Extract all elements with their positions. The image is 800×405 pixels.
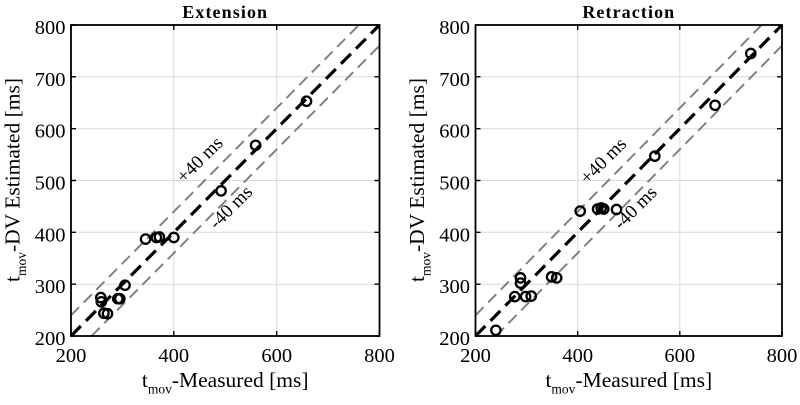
svg-text:800: 800 [767, 345, 798, 367]
svg-text:500: 500 [35, 173, 66, 195]
svg-text:400: 400 [439, 224, 470, 246]
svg-text:500: 500 [439, 173, 470, 195]
svg-text:200: 200 [460, 345, 491, 367]
svg-text:400: 400 [158, 345, 189, 367]
svg-text:600: 600 [261, 345, 292, 367]
svg-text:tmov-DV Estimated [ms]: tmov-DV Estimated [ms] [405, 78, 434, 282]
svg-text:200: 200 [35, 328, 66, 350]
svg-text:tmov-Measured [ms]: tmov-Measured [ms] [142, 368, 309, 397]
svg-text:600: 600 [664, 345, 695, 367]
svg-text:800: 800 [364, 345, 395, 367]
svg-text:700: 700 [35, 69, 66, 91]
svg-text:tmov-DV Estimated [ms]: tmov-DV Estimated [ms] [1, 78, 30, 282]
svg-text:400: 400 [35, 224, 66, 246]
svg-text:800: 800 [35, 17, 66, 39]
svg-text:Extension: Extension [182, 2, 268, 22]
svg-text:200: 200 [439, 328, 470, 350]
svg-text:400: 400 [562, 345, 593, 367]
svg-text:200: 200 [56, 345, 87, 367]
svg-text:700: 700 [439, 69, 470, 91]
svg-text:tmov-Measured [ms]: tmov-Measured [ms] [545, 368, 712, 397]
svg-text:300: 300 [35, 276, 66, 298]
svg-text:Retraction: Retraction [582, 2, 675, 22]
svg-text:600: 600 [439, 121, 470, 143]
svg-text:800: 800 [439, 17, 470, 39]
svg-text:600: 600 [35, 121, 66, 143]
svg-text:300: 300 [439, 276, 470, 298]
